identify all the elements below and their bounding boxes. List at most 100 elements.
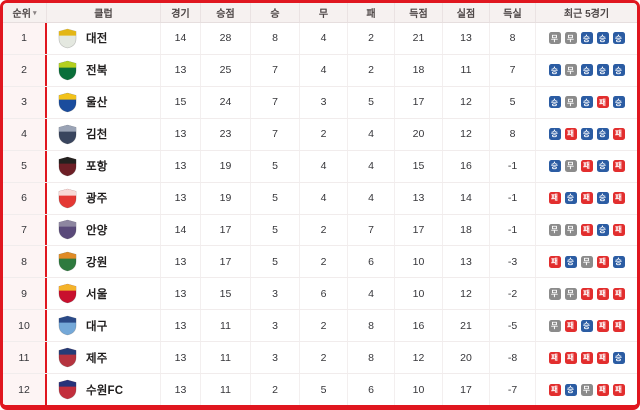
club-cell[interactable]: 포항 xyxy=(47,150,161,182)
goals-for-value: 16 xyxy=(395,310,443,342)
header-recent5: 최근 5경기 xyxy=(563,9,610,20)
goals-against-value: 18 xyxy=(443,214,490,246)
rank-value: 2 xyxy=(3,54,47,86)
games-value: 13 xyxy=(161,150,201,182)
rank-value: 5 xyxy=(3,150,47,182)
table-row: 11 제주 13 11 3 2 8 12 20 -8 패 패 패 패 승 xyxy=(3,342,637,375)
club-cell[interactable]: 대전 xyxy=(47,23,161,54)
club-cell[interactable]: 전북 xyxy=(47,54,161,86)
result-badge-loss: 패 xyxy=(612,223,625,236)
result-badge-loss: 패 xyxy=(596,383,609,396)
result-badge-win: 승 xyxy=(612,32,625,45)
losses-value: 5 xyxy=(348,86,395,118)
draws-value: 5 xyxy=(300,374,348,405)
result-badge-win: 승 xyxy=(612,351,625,364)
goals-against-value: 11 xyxy=(443,54,490,86)
goal-diff-value: 7 xyxy=(490,54,536,86)
club-logo-icon xyxy=(58,124,77,145)
wins-value: 3 xyxy=(251,342,300,374)
result-badge-win: 승 xyxy=(580,64,593,77)
draws-value: 2 xyxy=(300,118,348,150)
club-cell[interactable]: 제주 xyxy=(47,342,161,374)
games-value: 14 xyxy=(161,23,201,54)
draws-value: 4 xyxy=(300,23,348,54)
result-badge-draw: 무 xyxy=(548,319,561,332)
club-cell[interactable]: 수원FC xyxy=(47,374,161,405)
points-value: 19 xyxy=(201,150,251,182)
losses-value: 4 xyxy=(348,182,395,214)
points-value: 23 xyxy=(201,118,251,150)
header-rank[interactable]: 순위 ▾ xyxy=(3,3,47,22)
rank-value: 10 xyxy=(3,310,47,342)
result-badge-loss: 패 xyxy=(596,319,609,332)
result-badge-loss: 패 xyxy=(548,351,561,364)
losses-value: 4 xyxy=(348,118,395,150)
points-value: 25 xyxy=(201,54,251,86)
result-badge-draw: 무 xyxy=(548,287,561,300)
goals-for-value: 17 xyxy=(395,86,443,118)
result-badge-draw: 무 xyxy=(564,223,577,236)
header-losses: 패 xyxy=(348,3,395,22)
losses-value: 4 xyxy=(348,150,395,182)
club-cell[interactable]: 대구 xyxy=(47,310,161,342)
losses-value: 6 xyxy=(348,374,395,405)
club-cell[interactable]: 김천 xyxy=(47,118,161,150)
wins-value: 3 xyxy=(251,310,300,342)
draws-value: 4 xyxy=(300,150,348,182)
club-cell[interactable]: 광주 xyxy=(47,182,161,214)
goals-for-value: 17 xyxy=(395,214,443,246)
result-badge-win: 승 xyxy=(596,192,609,205)
rank-value: 3 xyxy=(3,86,47,118)
draws-value: 2 xyxy=(300,246,348,278)
rank-value: 11 xyxy=(3,342,47,374)
result-badge-draw: 무 xyxy=(564,96,577,109)
games-value: 13 xyxy=(161,118,201,150)
points-value: 24 xyxy=(201,86,251,118)
club-cell[interactable]: 강원 xyxy=(47,246,161,278)
result-badge-loss: 패 xyxy=(612,319,625,332)
goals-against-value: 12 xyxy=(443,278,490,310)
table-row: 1 대전 14 28 8 4 2 21 13 8 무 무 승 승 승 xyxy=(3,23,637,55)
club-name: 제주 xyxy=(86,352,108,365)
table-row: 5 포항 13 19 5 4 4 15 16 -1 승 무 패 승 패 xyxy=(3,150,637,183)
table-row: 3 울산 15 24 7 3 5 17 12 5 승 무 승 패 승 xyxy=(3,86,637,119)
result-badge-loss: 패 xyxy=(612,192,625,205)
header-games: 경기 xyxy=(161,3,201,22)
header-points: 승점 xyxy=(201,3,251,22)
wins-value: 2 xyxy=(251,374,300,405)
club-cell[interactable]: 서울 xyxy=(47,278,161,310)
goal-diff-value: -1 xyxy=(490,150,536,182)
club-logo-icon xyxy=(58,379,77,400)
wins-value: 5 xyxy=(251,214,300,246)
club-cell[interactable]: 울산 xyxy=(47,86,161,118)
draws-value: 2 xyxy=(300,342,348,374)
table-row: 8 강원 13 17 5 2 6 10 13 -3 패 승 무 패 승 xyxy=(3,246,637,279)
goals-for-value: 18 xyxy=(395,54,443,86)
result-badge-loss: 패 xyxy=(612,287,625,300)
result-badge-win: 승 xyxy=(548,128,561,141)
wins-value: 8 xyxy=(251,23,300,54)
result-badge-loss: 패 xyxy=(564,128,577,141)
result-badge-draw: 무 xyxy=(564,160,577,173)
result-badge-draw: 무 xyxy=(548,32,561,45)
table-row: 4 김천 13 23 7 2 4 20 12 8 승 패 승 승 패 xyxy=(3,118,637,151)
result-badge-win: 승 xyxy=(596,160,609,173)
games-value: 13 xyxy=(161,310,201,342)
games-value: 13 xyxy=(161,54,201,86)
goals-against-value: 13 xyxy=(443,246,490,278)
sort-caret-icon: ▾ xyxy=(32,9,37,17)
result-badge-loss: 패 xyxy=(548,255,561,268)
club-logo-icon xyxy=(58,188,77,209)
points-value: 19 xyxy=(201,182,251,214)
table-row: 7 안양 14 17 5 2 7 17 18 -1 무 무 패 승 패 xyxy=(3,214,637,247)
losses-value: 8 xyxy=(348,342,395,374)
club-cell[interactable]: 안양 xyxy=(47,214,161,246)
wins-value: 5 xyxy=(251,182,300,214)
table-body: 1 대전 14 28 8 4 2 21 13 8 무 무 승 승 승 2 전북 13 25 7 4 2 18 11 7 승 무 승 승 승… xyxy=(3,23,637,405)
result-badge-loss: 패 xyxy=(580,160,593,173)
